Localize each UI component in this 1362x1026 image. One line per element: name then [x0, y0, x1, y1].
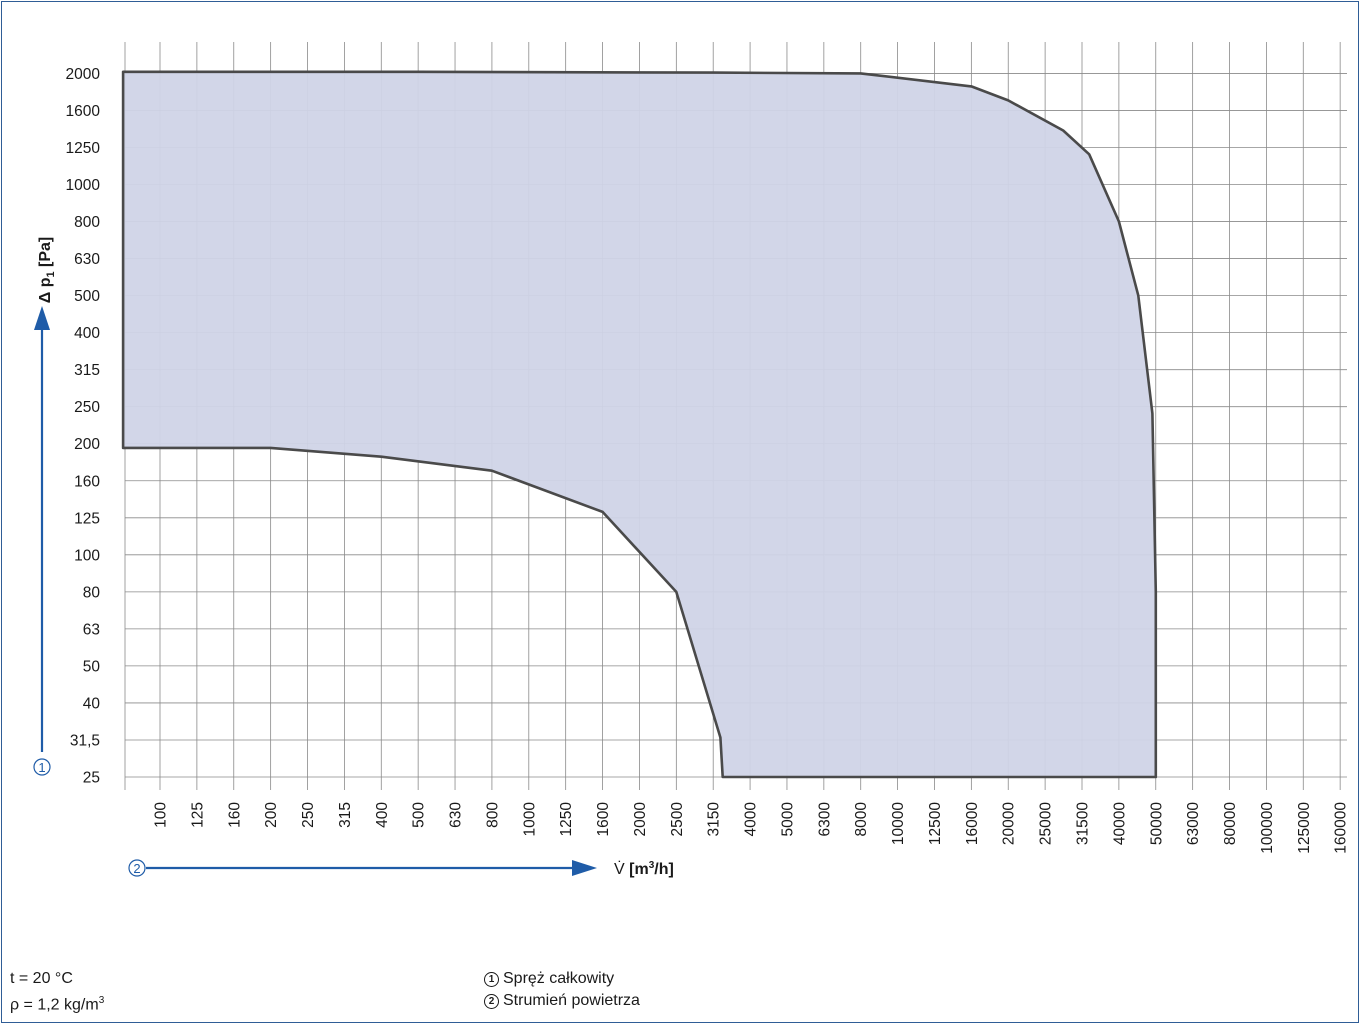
- y-tick-label: 630: [74, 251, 100, 268]
- temperature-text: t = 20 °C: [10, 970, 73, 987]
- x-tick-label: 3150: [706, 802, 723, 837]
- x-tick-label: 40000: [1111, 802, 1128, 845]
- y-tick-label: 315: [74, 362, 100, 379]
- legend-marker-2: 2: [484, 994, 499, 1009]
- x-tick-label: 4000: [743, 802, 760, 837]
- x-tick-label: 31500: [1075, 802, 1092, 845]
- y-tick-label: 2000: [66, 66, 101, 83]
- legend-label-2: Strumień powietrza: [503, 992, 640, 1009]
- x-tick-label: 5000: [779, 802, 796, 837]
- legend: 1 Spręż całkowity 2 Strumień powietrza: [484, 968, 640, 1012]
- y-tick-label: 200: [74, 436, 100, 453]
- density-text: ρ = 1,2 kg/m3: [10, 995, 105, 1014]
- x-tick-label: 6300: [816, 802, 833, 837]
- x-axis-label: V̇ [m3/h]: [614, 860, 674, 878]
- x-tick-label: 25000: [1038, 802, 1055, 845]
- x-tick-label: 1000: [521, 802, 538, 837]
- y-tick-label: 800: [74, 214, 100, 231]
- y-tick-label: 160: [74, 473, 100, 490]
- x-tick-label: 2000: [632, 802, 649, 837]
- y-tick-label: 25: [83, 770, 100, 787]
- x-tick-label: 63000: [1185, 802, 1202, 845]
- legend-item-2: 2 Strumień powietrza: [484, 990, 640, 1012]
- x-tick-label: 50000: [1148, 802, 1165, 845]
- x-tick-label: 10000: [890, 802, 907, 845]
- conditions-note: t = 20 °C ρ = 1,2 kg/m3: [10, 968, 104, 1016]
- y-tick-label: 1600: [66, 103, 101, 120]
- flow-marker-number: 2: [133, 861, 140, 876]
- legend-marker-1: 1: [484, 972, 499, 987]
- y-tick-label: 125: [74, 510, 100, 527]
- x-tick-label: 125: [189, 802, 206, 828]
- x-tick-label: 16000: [964, 802, 981, 845]
- x-tick-label: 400: [374, 802, 391, 828]
- y-tick-label: 80: [83, 584, 101, 601]
- x-tick-label: 100: [153, 802, 170, 828]
- y-tick-label: 250: [74, 399, 100, 416]
- x-tick-label: 20000: [1001, 802, 1018, 845]
- x-tick-label: 100000: [1259, 802, 1276, 854]
- y-tick-label: 100: [74, 547, 100, 564]
- x-tick-label: 800: [484, 802, 501, 828]
- x-tick-label: 1600: [595, 802, 612, 837]
- legend-item-1: 1 Spręż całkowity: [484, 968, 640, 990]
- x-tick-label: 315: [337, 802, 354, 828]
- y-tick-label: 40: [83, 695, 101, 712]
- y-tick-label: 63: [83, 621, 100, 638]
- y-tick-label: 400: [74, 325, 100, 342]
- y-axis-label: Δ p1 [Pa]: [37, 237, 57, 304]
- x-tick-label: 80000: [1222, 802, 1239, 845]
- y-tick-label: 500: [74, 288, 100, 305]
- pressure-arrow-head: [34, 306, 50, 330]
- pressure-marker-circle: [33, 758, 51, 776]
- x-tick-label: 250: [300, 802, 317, 828]
- legend-label-1: Spręż całkowity: [503, 970, 615, 987]
- x-tick-labels: 100 125 160 200 250 315 400 500 630 800 1000 1250 16…: [153, 802, 1350, 854]
- y-tick-label: 1250: [66, 140, 101, 157]
- x-tick-label: 160000: [1333, 802, 1350, 854]
- x-tick-label: 500: [411, 802, 428, 828]
- x-tick-label: 8000: [853, 802, 870, 837]
- x-tick-label: 630: [448, 802, 465, 828]
- x-tick-label: 200: [263, 802, 280, 828]
- y-tick-label: 50: [83, 658, 101, 675]
- pressure-marker-number: 1: [38, 760, 45, 775]
- y-tick-label: 1000: [66, 177, 101, 194]
- flow-arrow-head: [572, 860, 597, 876]
- y-tick-label: 31,5: [70, 732, 100, 749]
- y-tick-labels: 25 31,5 40 50 63 80 100 125 160 200 250 315 400 500 63…: [66, 66, 101, 787]
- operating-range: [121, 70, 1158, 779]
- x-tick-label: 1250: [558, 802, 575, 837]
- x-tick-label: 2500: [669, 802, 686, 837]
- operating-range-area: [121, 70, 1158, 779]
- x-tick-label: 125000: [1296, 802, 1313, 854]
- x-tick-label: 12500: [927, 802, 944, 845]
- x-tick-label: 160: [226, 802, 243, 828]
- flow-marker-circle: [128, 859, 146, 877]
